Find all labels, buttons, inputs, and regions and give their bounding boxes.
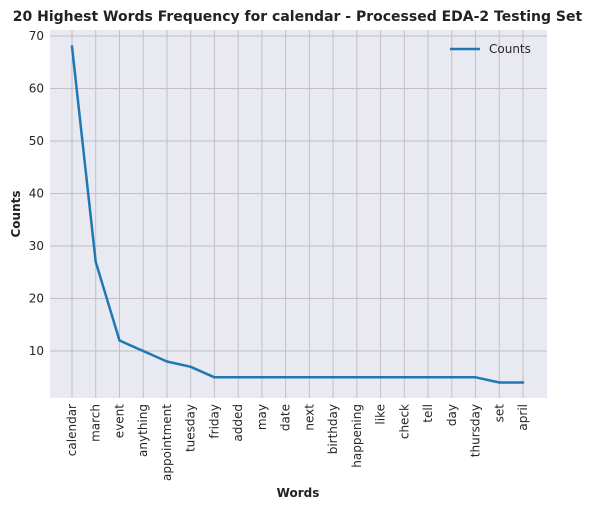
- x-axis-ticks: calendar march event anything appointment tue…: [65, 404, 530, 481]
- data-point: [165, 360, 169, 363]
- y-axis-label: Counts: [9, 190, 23, 237]
- x-tick-label: calendar: [65, 404, 79, 456]
- data-point: [521, 381, 525, 384]
- x-tick-label: tell: [421, 404, 435, 423]
- data-point: [237, 376, 240, 379]
- y-tick-label: 30: [29, 239, 44, 253]
- x-tick-label: friday: [207, 404, 221, 439]
- data-point: [142, 349, 145, 353]
- x-tick-label: appointment: [160, 404, 174, 481]
- x-tick-label: next: [302, 404, 316, 431]
- y-tick-label: 50: [29, 134, 44, 148]
- data-point: [331, 376, 335, 379]
- data-point: [118, 339, 121, 342]
- data-point: [213, 376, 216, 379]
- data-point: [403, 376, 406, 379]
- x-tick-label: day: [445, 404, 459, 426]
- data-point: [498, 381, 501, 384]
- x-tick-label: set: [492, 404, 506, 423]
- data-point: [450, 376, 453, 379]
- data-point: [308, 376, 311, 379]
- series-line: [70, 45, 525, 384]
- x-tick-label: like: [374, 404, 388, 425]
- y-tick-label: 10: [29, 344, 44, 358]
- legend-label: Counts: [489, 42, 531, 56]
- data-point: [355, 376, 358, 379]
- data-point: [426, 376, 430, 379]
- x-tick-label: added: [231, 404, 245, 442]
- data-point: [474, 376, 477, 379]
- data-point: [379, 376, 382, 379]
- data-point: [70, 45, 74, 48]
- y-axis-ticks: 10 20 30 40 50 60 70: [29, 29, 44, 358]
- y-tick-label: 20: [29, 292, 44, 306]
- x-tick-label: april: [516, 404, 530, 431]
- y-tick-label: 70: [29, 29, 44, 43]
- data-point: [94, 260, 97, 263]
- x-tick-label: date: [279, 404, 293, 431]
- chart-title: 20 Highest Words Frequency for calendar …: [13, 9, 583, 25]
- plot-background: [50, 30, 547, 398]
- data-point: [284, 376, 287, 379]
- x-tick-label: event: [112, 404, 126, 438]
- x-tick-label: anything: [136, 404, 150, 457]
- y-tick-label: 60: [29, 82, 44, 96]
- x-tick-label: check: [397, 404, 411, 439]
- x-axis-label: Words: [277, 486, 320, 500]
- x-tick-label: thursday: [469, 404, 483, 457]
- y-tick-label: 40: [29, 187, 44, 201]
- x-tick-label: tuesday: [184, 404, 198, 452]
- grid-lines: [50, 30, 547, 398]
- legend: Counts: [450, 42, 531, 56]
- x-tick-label: may: [255, 404, 269, 430]
- data-point: [260, 376, 264, 379]
- x-tick-label: birthday: [326, 404, 340, 454]
- x-tick-label: march: [89, 404, 103, 442]
- x-tick-label: happening: [350, 404, 364, 468]
- series-layer: [70, 45, 525, 384]
- data-point: [189, 365, 192, 368]
